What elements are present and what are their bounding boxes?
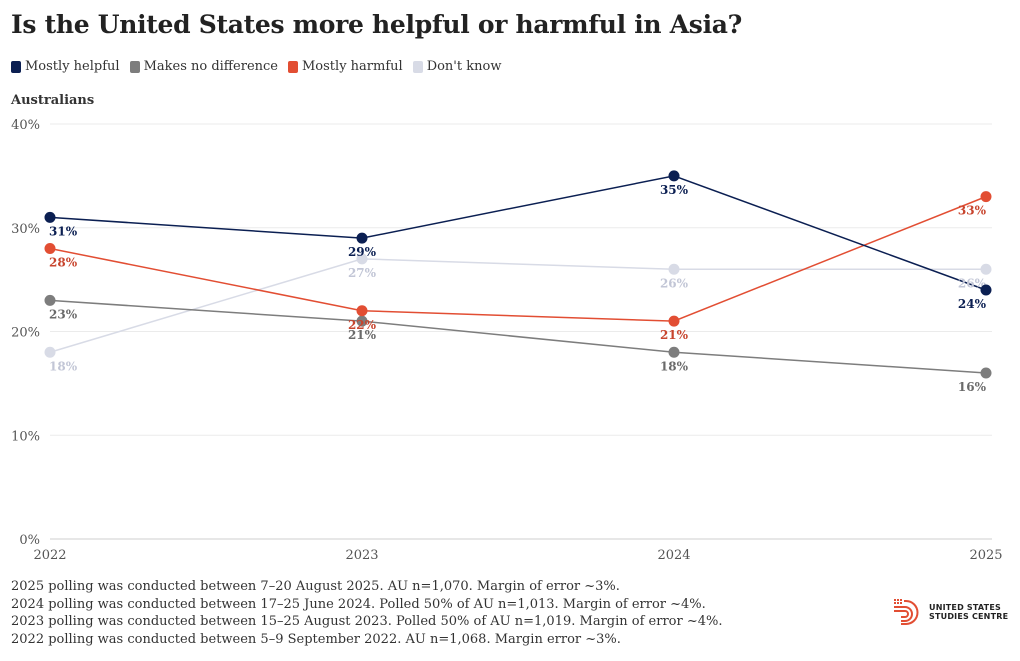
y-tick-label: 30% [11,222,40,237]
footer-note: 2023 polling was conducted between 15–25… [11,614,723,629]
data-point [668,315,680,327]
y-tick-label: 0% [19,533,40,548]
data-point [44,346,56,358]
y-tick-label: 20% [11,326,40,341]
data-point [980,263,992,275]
footer-notes: 2025 polling was conducted between 7–20 … [11,578,722,648]
data-point [668,346,680,358]
data-label: 26% [958,276,987,290]
data-label: 35% [660,183,689,197]
series-line-don-t-know [49,258,986,353]
legend-label: Mostly helpful [25,59,120,74]
ussc-logo-icon [894,599,919,625]
legend-label: Don't know [426,59,502,74]
footer-note: 2025 polling was conducted between 7–20 … [11,579,620,594]
data-point [980,367,992,379]
legend-item-makes-no-difference[interactable]: Makes no difference [129,59,278,74]
data-point [44,243,56,254]
x-tick-label: 2022 [33,548,66,563]
data-label: 33% [958,204,987,218]
data-label: 22% [348,318,377,332]
data-label: 31% [49,224,78,238]
legend-swatch [412,60,423,73]
line-chart: 0% 10% 20% 30% 40% 2022 2023 2024 2025 18% 27% 26% 2… [11,118,1002,563]
data-point [356,305,368,317]
legend: Mostly helpful Makes no difference Mostl… [11,59,505,74]
x-tick-label: 2023 [345,548,378,563]
data-label: 18% [49,359,78,373]
data-point [356,315,368,327]
legend-item-mostly-harmful[interactable]: Mostly harmful [288,59,403,74]
data-point [980,191,992,203]
y-tick-label: 40% [11,118,40,133]
data-point [44,294,56,306]
data-label: 18% [660,359,689,373]
footer-note: 2022 polling was conducted between 5–9 S… [11,631,621,647]
legend-label: Mostly harmful [302,59,403,74]
footer-note: 2024 polling was conducted between 17–25… [11,596,706,612]
data-label: 29% [348,245,377,259]
data-point [980,284,992,296]
data-label: 27% [348,266,377,280]
data-label: 24% [958,297,987,311]
series-line-makes-no-difference [49,299,987,374]
data-point [356,232,368,244]
series-line-mostly-helpful [49,175,987,291]
data-label: 16% [958,380,987,394]
data-point [668,263,680,275]
x-tick-label: 2025 [969,548,1002,563]
data-point [44,211,56,223]
legend-label: Makes no difference [143,59,278,74]
data-label: 26% [660,276,689,290]
chart-title: Is the United States more helpful or har… [11,10,743,39]
data-label: 21% [660,328,689,342]
legend-swatch [11,60,21,73]
x-tick-label: 2024 [657,548,690,563]
data-label: 23% [49,307,78,321]
legend-swatch [129,60,140,73]
series-line-mostly-harmful [49,195,987,322]
chart-subtitle: Australians [11,93,95,108]
data-point [668,170,680,182]
y-tick-label: 10% [11,429,40,444]
ussc-logo[interactable]: UNITED STATES STUDIES CENTRE [893,598,1008,626]
legend-item-mostly-helpful[interactable]: Mostly helpful [11,59,120,74]
logo-text: UNITED STATES STUDIES CENTRE [929,603,1009,621]
legend-item-dont-know[interactable]: Don't know [412,59,502,74]
data-label: 28% [49,256,78,270]
data-point [356,253,368,265]
legend-swatch [288,60,298,73]
data-label: 21% [348,328,377,342]
